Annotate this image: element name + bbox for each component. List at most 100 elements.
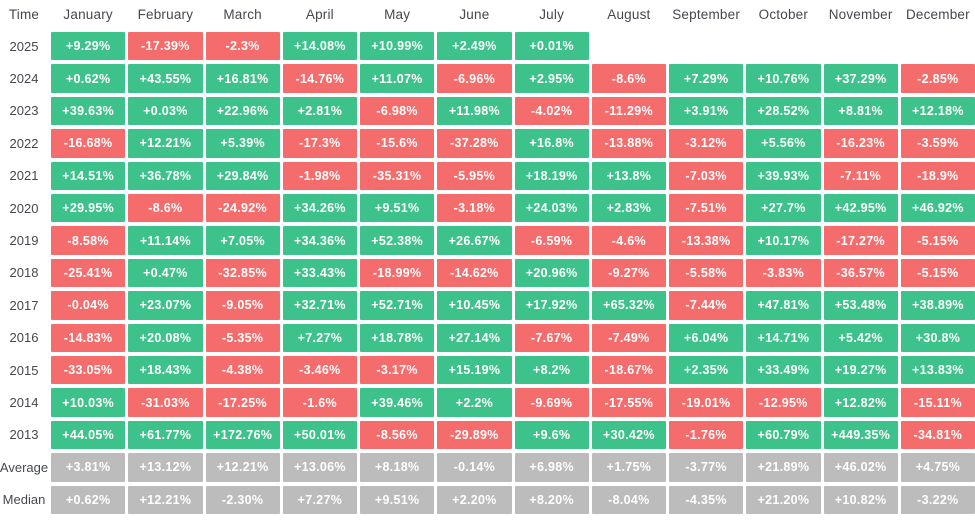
cell-2021-may: -35.31% xyxy=(360,161,435,190)
column-header-january: January xyxy=(63,6,113,22)
cell-2020-august: +2.83% xyxy=(591,193,666,223)
column-header-may: May xyxy=(384,6,411,22)
cell-2022-march: +5.39% xyxy=(205,129,280,158)
cell-2019-january: -8.58% xyxy=(51,226,126,255)
cell-median-september: -4.35% xyxy=(669,485,744,514)
cell-2019-november: -17.27% xyxy=(823,226,898,255)
cell-2014-july: -9.69% xyxy=(514,388,589,417)
row-label-median: Median xyxy=(2,492,46,508)
cell-2025-april: +14.08% xyxy=(282,32,357,61)
cell-2016-november: +5.42% xyxy=(823,323,898,352)
cell-median-october: +21.20% xyxy=(746,485,821,514)
cell-2014-september: -19.01% xyxy=(669,388,744,417)
cell-2017-april: +32.71% xyxy=(282,291,357,320)
cell-average-october: +21.89% xyxy=(746,453,821,482)
cell-median-january: +0.62% xyxy=(51,485,126,514)
cell-2024-october: +10.76% xyxy=(746,64,821,93)
cell-2020-november: +42.95% xyxy=(823,193,898,223)
row-label-2023: 2023 xyxy=(9,103,39,119)
row-label-2021: 2021 xyxy=(9,168,39,184)
column-header-october: October xyxy=(758,6,809,22)
column-header-march: March xyxy=(223,6,262,22)
cell-2020-march: -24.92% xyxy=(205,193,280,223)
cell-2024-july: +2.95% xyxy=(514,64,589,93)
cell-2023-june: +11.98% xyxy=(437,96,512,126)
row-label-2024: 2024 xyxy=(9,71,39,87)
cell-2013-july: +9.6% xyxy=(514,420,589,450)
cell-2019-june: +26.67% xyxy=(437,226,512,255)
cell-2018-september: -5.58% xyxy=(669,258,744,288)
column-header-september: September xyxy=(672,6,741,22)
cell-2024-january: +0.62% xyxy=(51,64,126,93)
cell-2017-october: +47.81% xyxy=(746,291,821,320)
cell-2015-may: -3.17% xyxy=(360,355,435,385)
cell-2013-march: +172.76% xyxy=(205,420,280,450)
cell-median-april: +7.27% xyxy=(282,485,357,514)
cell-2016-december: +30.8% xyxy=(900,323,975,352)
cell-2025-november xyxy=(824,32,898,60)
cell-2022-january: -16.68% xyxy=(51,129,126,158)
cell-2017-july: +17.92% xyxy=(514,291,589,320)
cell-2018-august: -9.27% xyxy=(591,258,666,288)
cell-2021-march: +29.84% xyxy=(205,161,280,190)
cell-2014-january: +10.03% xyxy=(51,388,126,417)
cell-2023-july: -4.02% xyxy=(514,96,589,126)
cell-2024-september: +7.29% xyxy=(669,64,744,93)
cell-average-august: +1.75% xyxy=(591,453,666,482)
cell-2017-may: +52.71% xyxy=(360,291,435,320)
cell-2015-june: +15.19% xyxy=(437,355,512,385)
cell-median-december: -3.22% xyxy=(900,485,975,514)
cell-2015-january: -33.05% xyxy=(51,355,126,385)
cell-2021-november: -7.11% xyxy=(823,161,898,190)
cell-2017-february: +23.07% xyxy=(128,291,203,320)
column-header-time: Time xyxy=(8,6,40,22)
cell-2014-october: -12.95% xyxy=(746,388,821,417)
cell-2014-february: -31.03% xyxy=(128,388,203,417)
cell-median-february: +12.21% xyxy=(128,485,203,514)
cell-2020-january: +29.95% xyxy=(51,193,126,223)
cell-average-november: +46.02% xyxy=(823,453,898,482)
cell-2014-august: -17.55% xyxy=(591,388,666,417)
cell-2019-april: +34.36% xyxy=(282,226,357,255)
cell-average-june: -0.14% xyxy=(437,453,512,482)
cell-2024-april: -14.76% xyxy=(282,64,357,93)
cell-median-august: -8.04% xyxy=(591,485,666,514)
cell-2018-october: -3.83% xyxy=(746,258,821,288)
cell-2024-may: +11.07% xyxy=(360,64,435,93)
cell-2025-october xyxy=(746,32,820,60)
cell-2018-may: -18.99% xyxy=(360,258,435,288)
cell-2015-september: +2.35% xyxy=(669,355,744,385)
cell-average-march: +12.21% xyxy=(205,453,280,482)
row-label-2016: 2016 xyxy=(9,330,39,346)
cell-2023-march: +22.96% xyxy=(205,96,280,126)
cell-2024-march: +16.81% xyxy=(205,64,280,93)
cell-2021-april: -1.98% xyxy=(282,161,357,190)
cell-median-july: +8.20% xyxy=(514,485,589,514)
cell-average-september: -3.77% xyxy=(669,453,744,482)
cell-2013-november: +449.35% xyxy=(823,420,898,450)
cell-2018-july: +20.96% xyxy=(514,258,589,288)
cell-2018-april: +33.43% xyxy=(282,258,357,288)
cell-2019-march: +7.05% xyxy=(205,226,280,255)
cell-2022-december: -3.59% xyxy=(900,129,975,158)
cell-2022-february: +12.21% xyxy=(128,129,203,158)
cell-median-november: +10.82% xyxy=(823,485,898,514)
cell-2016-january: -14.83% xyxy=(51,323,126,352)
cell-2018-november: -36.57% xyxy=(823,258,898,288)
cell-2016-april: +7.27% xyxy=(282,323,357,352)
column-header-june: June xyxy=(459,6,490,22)
cell-2015-april: -3.46% xyxy=(282,355,357,385)
cell-2015-december: +13.83% xyxy=(900,355,975,385)
column-header-july: July xyxy=(539,6,565,22)
cell-2018-january: -25.41% xyxy=(51,258,126,288)
cell-2018-february: +0.47% xyxy=(128,258,203,288)
cell-2018-june: -14.62% xyxy=(437,258,512,288)
cell-2022-july: +16.8% xyxy=(514,129,589,158)
cell-2024-february: +43.55% xyxy=(128,64,203,93)
cell-average-may: +8.18% xyxy=(360,453,435,482)
cell-2016-may: +18.78% xyxy=(360,323,435,352)
cell-2021-september: -7.03% xyxy=(669,161,744,190)
cell-2023-september: +3.91% xyxy=(669,96,744,126)
cell-2022-november: -16.23% xyxy=(823,129,898,158)
